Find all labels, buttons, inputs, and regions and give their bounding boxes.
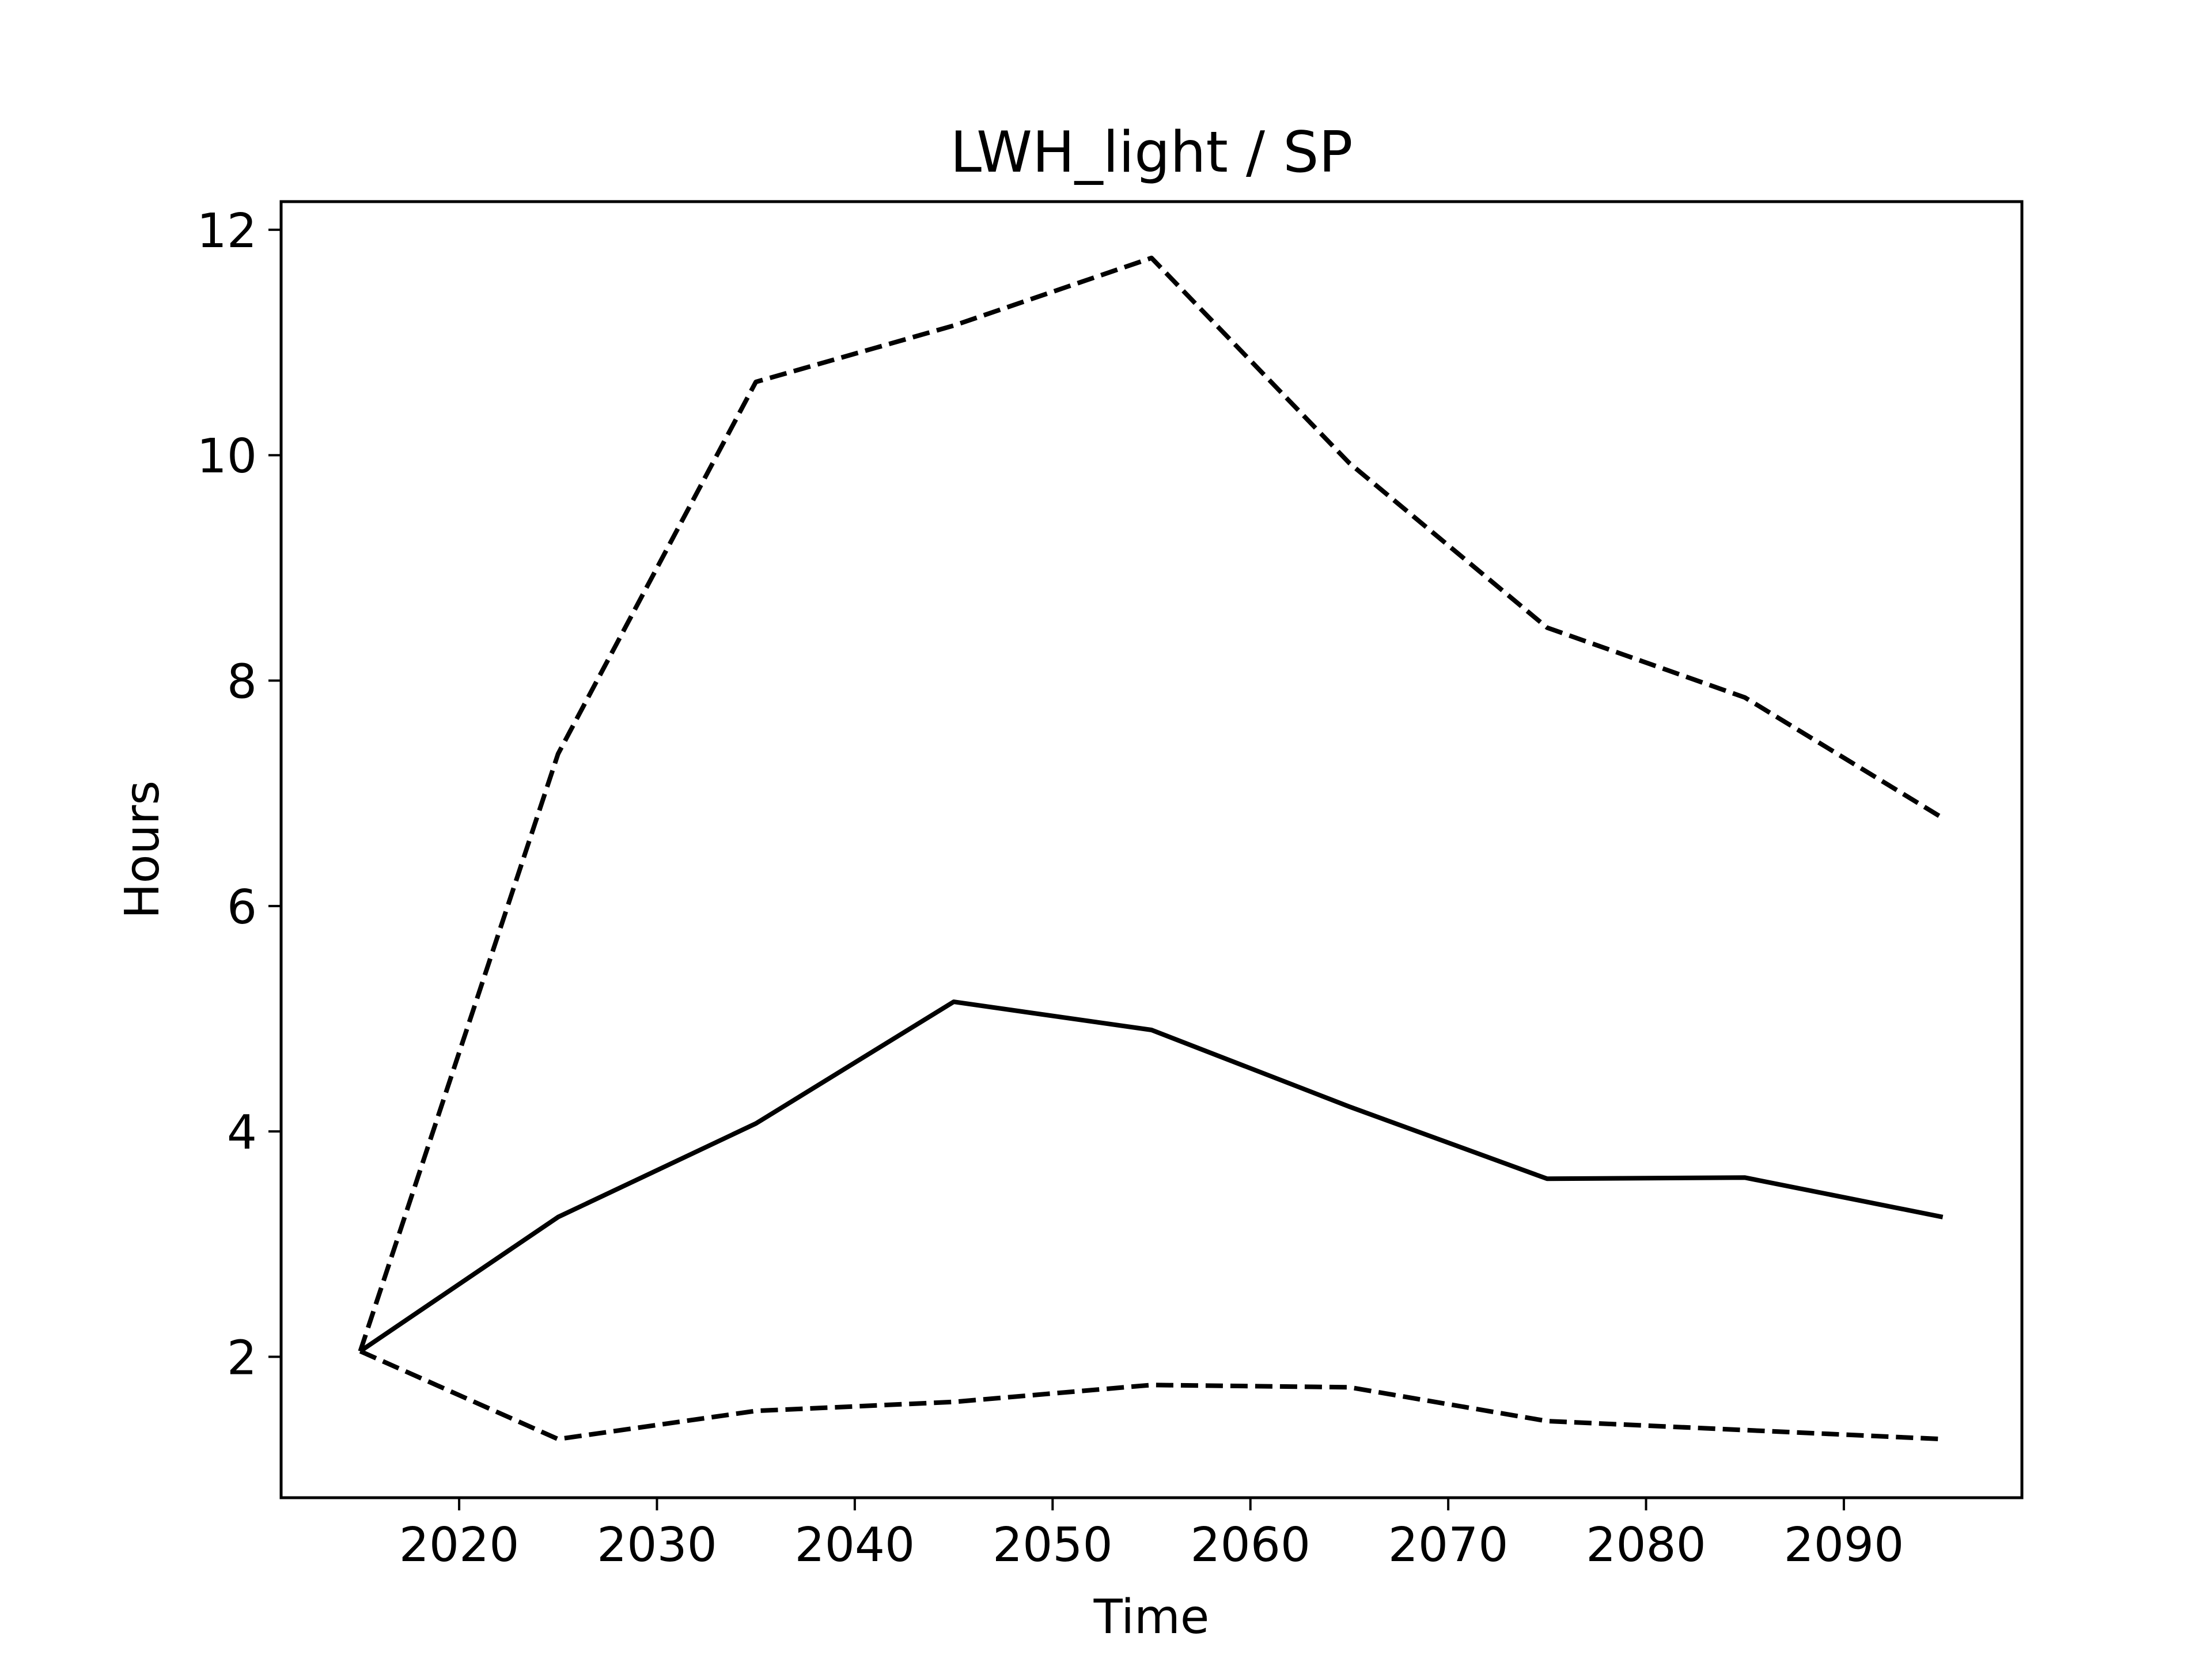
y-tick-label: 8 bbox=[227, 655, 257, 710]
x-tick-label: 2040 bbox=[795, 1518, 915, 1573]
x-tick-label: 2030 bbox=[597, 1518, 717, 1573]
y-axis-label: Hours bbox=[115, 781, 170, 919]
series-line-3 bbox=[359, 1349, 1943, 1442]
series-layer bbox=[358, 255, 1944, 1442]
y-tick-label: 10 bbox=[197, 429, 257, 484]
x-axis: 2020 2030 2040 2050 2060 2070 2080 2090 bbox=[399, 1498, 1904, 1573]
y-axis: 2 4 6 8 10 12 bbox=[197, 204, 281, 1385]
x-tick-label: 2020 bbox=[399, 1518, 520, 1573]
x-axis-label: Time bbox=[1093, 1590, 1210, 1645]
x-tick-label: 2080 bbox=[1586, 1518, 1706, 1573]
y-tick-label: 2 bbox=[227, 1331, 257, 1385]
x-tick-label: 2060 bbox=[1190, 1518, 1310, 1573]
series-line-2 bbox=[358, 255, 1944, 1352]
chart-title: LWH_light / SP bbox=[950, 120, 1353, 185]
plot-frame bbox=[279, 200, 2024, 1499]
y-tick-label: 6 bbox=[227, 880, 257, 935]
y-tick-label: 4 bbox=[227, 1105, 257, 1160]
x-tick-label: 2070 bbox=[1388, 1518, 1509, 1573]
x-tick-label: 2050 bbox=[993, 1518, 1113, 1573]
x-tick-label: 2090 bbox=[1784, 1518, 1904, 1573]
y-tick-label: 12 bbox=[197, 204, 257, 259]
series-line-1 bbox=[359, 999, 1944, 1354]
